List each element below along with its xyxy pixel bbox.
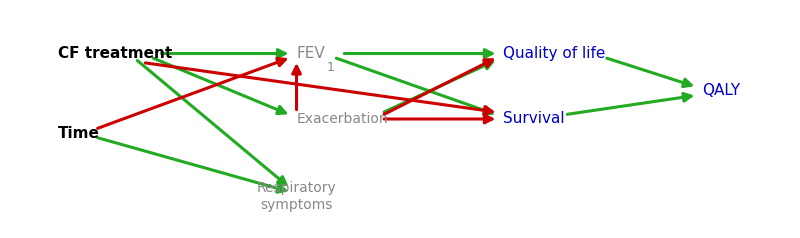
Text: Time: Time xyxy=(58,125,100,140)
Text: Survival: Survival xyxy=(503,111,565,127)
Text: FEV: FEV xyxy=(297,46,326,61)
Text: 1: 1 xyxy=(326,61,334,74)
Text: QALY: QALY xyxy=(702,84,741,99)
Text: Respiratory
symptoms: Respiratory symptoms xyxy=(257,180,337,212)
Text: CF treatment: CF treatment xyxy=(58,46,172,61)
Text: Exacerbation: Exacerbation xyxy=(297,112,388,126)
Text: Quality of life: Quality of life xyxy=(503,46,606,61)
